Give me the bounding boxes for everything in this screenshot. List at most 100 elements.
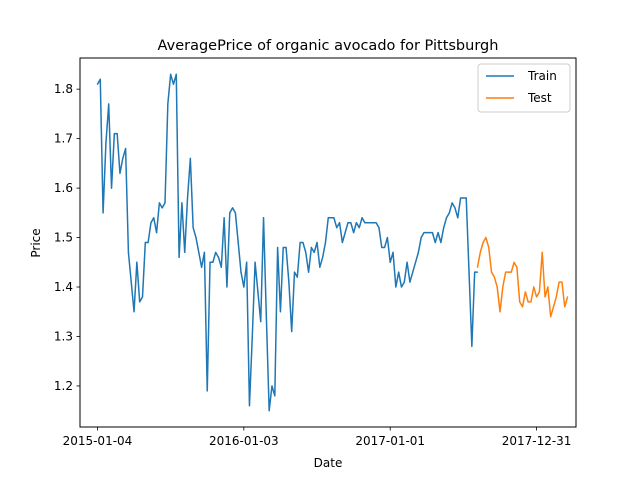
legend: Train Test bbox=[477, 63, 571, 113]
data-point-train bbox=[116, 133, 118, 135]
data-point-train bbox=[355, 222, 358, 224]
plot-series bbox=[96, 73, 569, 412]
data-point-train bbox=[302, 241, 304, 244]
data-point-train bbox=[155, 232, 158, 234]
y-axis: 1.2 1.3 1.4 1.5 1.6 1.7 1.8 bbox=[54, 82, 80, 393]
data-point-train bbox=[451, 202, 453, 204]
y-tick-label: 1.6 bbox=[54, 181, 73, 195]
data-point-train bbox=[231, 207, 234, 209]
data-point-train bbox=[468, 271, 470, 273]
data-point-test bbox=[527, 301, 529, 303]
data-point-train bbox=[476, 271, 479, 273]
data-point-test bbox=[496, 286, 498, 288]
data-point-train bbox=[139, 301, 141, 303]
data-point-test bbox=[488, 246, 490, 249]
data-point-train bbox=[429, 232, 431, 234]
data-point-train bbox=[246, 261, 248, 263]
x-tick-label: 2017-12-31 bbox=[502, 434, 572, 448]
data-point-test bbox=[530, 301, 532, 303]
data-point-train bbox=[369, 222, 372, 224]
data-point-test bbox=[499, 311, 501, 313]
data-point-train bbox=[327, 217, 329, 219]
data-point-train bbox=[243, 286, 245, 288]
chart-title: AveragePrice of organic avocado for Pitt… bbox=[158, 38, 499, 54]
data-point-train bbox=[279, 311, 282, 313]
data-point-test bbox=[524, 291, 526, 293]
data-point-test bbox=[550, 316, 552, 318]
data-point-train bbox=[459, 197, 462, 199]
data-point-test bbox=[513, 261, 515, 263]
data-point-train bbox=[186, 197, 189, 199]
data-point-train bbox=[414, 261, 417, 263]
data-point-train bbox=[386, 236, 388, 239]
data-point-train bbox=[372, 222, 374, 224]
data-point-test bbox=[493, 276, 495, 278]
data-point-test bbox=[521, 306, 524, 308]
data-point-train bbox=[398, 271, 400, 273]
x-tick-label: 2015-01-04 bbox=[63, 434, 133, 448]
x-axis-title: Date bbox=[314, 456, 343, 470]
data-point-test bbox=[564, 306, 566, 308]
data-point-train bbox=[378, 227, 380, 229]
data-point-train bbox=[229, 212, 231, 214]
data-point-train bbox=[445, 217, 448, 219]
data-point-test bbox=[482, 241, 484, 244]
data-point-train bbox=[417, 251, 419, 253]
data-point-test bbox=[502, 286, 504, 288]
data-point-train bbox=[268, 410, 270, 412]
data-point-train bbox=[105, 142, 107, 145]
data-point-train bbox=[310, 246, 312, 249]
data-point-train bbox=[324, 241, 327, 244]
data-point-train bbox=[274, 395, 276, 397]
data-point-train bbox=[288, 281, 290, 283]
data-point-train bbox=[344, 232, 346, 234]
plot-frame bbox=[79, 57, 577, 428]
data-point-train bbox=[153, 217, 155, 219]
data-point-train bbox=[305, 251, 307, 253]
data-point-test bbox=[510, 271, 512, 273]
data-point-test bbox=[485, 236, 487, 239]
data-point-test bbox=[533, 286, 535, 288]
data-point-train bbox=[164, 202, 166, 204]
data-point-train bbox=[254, 261, 256, 263]
data-point-train bbox=[392, 251, 394, 253]
data-point-train bbox=[319, 266, 321, 268]
data-point-train bbox=[457, 217, 459, 219]
y-tick-label: 1.2 bbox=[54, 379, 73, 393]
data-point-train bbox=[322, 256, 324, 258]
data-point-train bbox=[201, 266, 203, 268]
data-point-train bbox=[240, 271, 242, 273]
data-point-train bbox=[125, 147, 127, 150]
data-point-train bbox=[341, 241, 343, 244]
data-point-train bbox=[271, 385, 273, 387]
x-tick-label: 2017-01-01 bbox=[355, 434, 425, 448]
data-point-train bbox=[215, 251, 217, 253]
data-point-test bbox=[479, 251, 481, 253]
data-point-train bbox=[212, 261, 214, 263]
legend-label-test: Test bbox=[527, 91, 552, 105]
data-point-train bbox=[127, 251, 130, 253]
data-point-train bbox=[347, 222, 349, 224]
series-line-train bbox=[96, 73, 478, 412]
data-point-train bbox=[248, 405, 251, 407]
data-point-train bbox=[257, 291, 259, 293]
data-point-train bbox=[209, 261, 211, 263]
data-point-train bbox=[136, 261, 138, 263]
data-point-train bbox=[133, 311, 135, 313]
data-point-train bbox=[203, 251, 206, 253]
data-point-train bbox=[175, 73, 177, 75]
data-point-train bbox=[195, 236, 197, 239]
data-point-train bbox=[358, 227, 360, 229]
data-point-train bbox=[220, 266, 222, 268]
data-point-train bbox=[333, 217, 335, 219]
data-point-train bbox=[110, 187, 113, 189]
data-point-test bbox=[547, 286, 549, 288]
data-point-train bbox=[431, 232, 434, 234]
data-point-train bbox=[330, 217, 332, 219]
data-point-train bbox=[226, 286, 228, 288]
data-point-train bbox=[437, 232, 439, 234]
data-point-test bbox=[541, 251, 543, 253]
y-axis-title: Price bbox=[29, 228, 43, 257]
data-point-train bbox=[336, 227, 338, 229]
data-point-train bbox=[99, 78, 101, 80]
